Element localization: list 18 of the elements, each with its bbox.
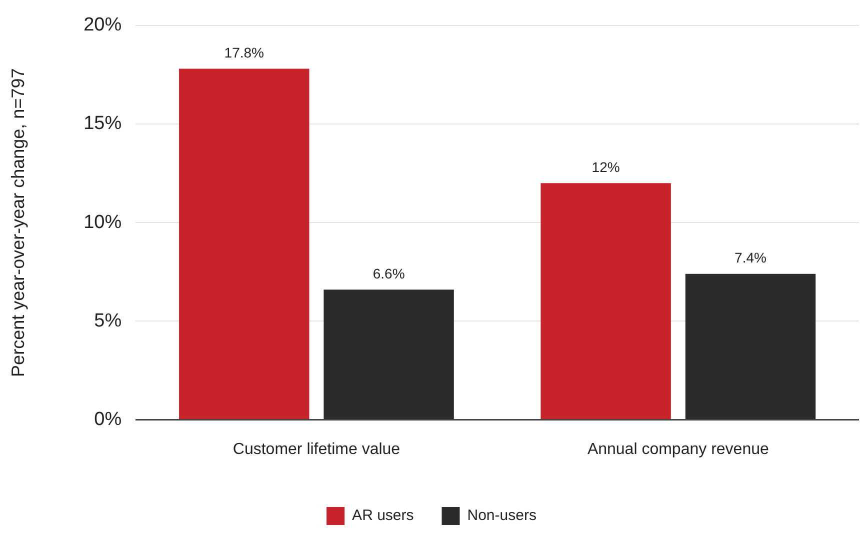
y-axis-title: Percent year-over-year change, n=797 (8, 68, 28, 377)
legend-label: AR users (352, 507, 414, 524)
data-label: 6.6% (372, 266, 405, 282)
y-tick-label: 10% (84, 212, 122, 233)
y-tick-label: 20% (84, 14, 122, 36)
data-label: 7.4% (734, 250, 766, 266)
bar (685, 274, 816, 420)
x-tick-label: Annual company revenue (587, 440, 769, 458)
data-label: 12% (592, 159, 620, 176)
bar (540, 183, 671, 420)
legend-label: Non-users (467, 507, 536, 524)
bar (179, 68, 310, 420)
y-tick-label: 5% (94, 310, 122, 332)
x-tick-label: Customer lifetime value (232, 440, 400, 458)
data-label: 17.8% (224, 44, 264, 61)
y-tick-label: 15% (84, 113, 122, 134)
y-tick-label: 0% (94, 409, 122, 430)
bar (324, 290, 454, 420)
